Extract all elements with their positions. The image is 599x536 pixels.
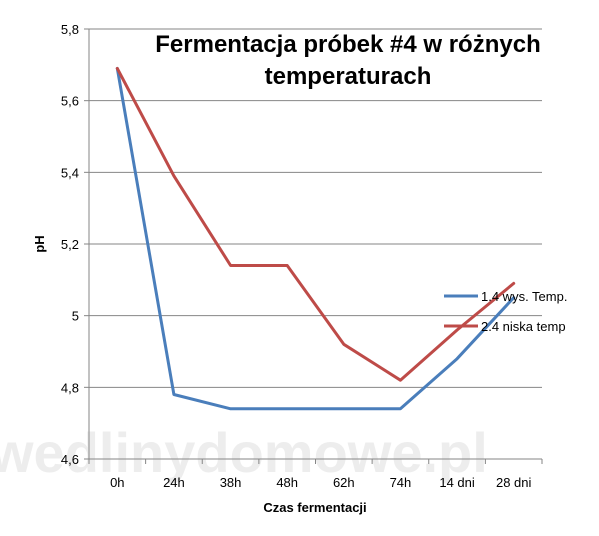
y-tick-label: 4,6 — [61, 452, 79, 467]
y-tick-label: 4,8 — [61, 380, 79, 395]
y-tick-label: 5,8 — [61, 22, 79, 37]
legend-label-1: 1.4 wys. Temp. — [481, 289, 567, 304]
legend: 1.4 wys. Temp. 2.4 niska temp — [444, 289, 567, 334]
x-tick-labels: 0h 24h 38h 48h 62h 74h 14 dni 28 dni — [110, 475, 531, 490]
y-axis-title: pH — [32, 235, 47, 252]
series-line-2 — [115, 66, 516, 382]
y-tick-labels: 4,6 4,8 5 5,2 5,4 5,6 5,8 — [61, 22, 79, 467]
chart-title-line-1: Fermentacja próbek #4 w różnych — [155, 31, 540, 58]
x-tick-label: 38h — [220, 475, 242, 490]
y-tick-label: 5,4 — [61, 165, 79, 180]
series-lines — [115, 66, 516, 411]
x-axis-title: Czas fermentacji — [263, 500, 366, 515]
y-tick-label: 5 — [72, 309, 79, 324]
legend-label-2: 2.4 niska temp — [481, 319, 566, 334]
x-tick-label: 62h — [333, 475, 355, 490]
x-tick-label: 0h — [110, 475, 124, 490]
watermark: wedlinydomowe.pl — [0, 421, 488, 484]
series-line-1 — [115, 66, 516, 411]
gridlines — [84, 28, 543, 464]
y-tick-label: 5,6 — [61, 94, 79, 109]
x-tick-label: 74h — [390, 475, 412, 490]
y-tick-label: 5,2 — [61, 237, 79, 252]
x-tick-label: 48h — [276, 475, 298, 490]
chart-title-line-2: temperaturach — [265, 63, 432, 90]
x-tick-label: 28 dni — [496, 475, 532, 490]
x-tick-label: 14 dni — [439, 475, 475, 490]
x-tick-label: 24h — [163, 475, 185, 490]
